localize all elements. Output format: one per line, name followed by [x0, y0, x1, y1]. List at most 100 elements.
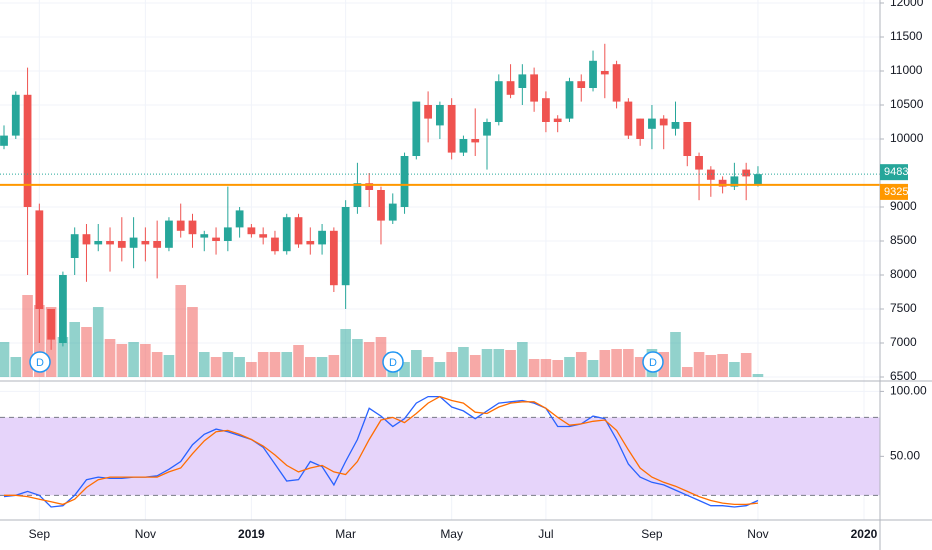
volume-bar — [375, 337, 387, 377]
y-tick-label: 6500 — [890, 369, 917, 383]
y-tick-label: 11500 — [890, 29, 923, 43]
candle-body — [59, 275, 67, 344]
candle-body — [188, 220, 197, 235]
volume-bar — [740, 353, 752, 377]
volume-bar — [634, 357, 646, 377]
volume-bar — [234, 357, 245, 377]
volume-bar — [304, 357, 316, 377]
volume-bar — [505, 350, 516, 377]
candle-body — [400, 155, 409, 208]
y-tick-label: 7000 — [890, 335, 917, 349]
candle-body — [271, 237, 279, 252]
volume-bar — [434, 362, 446, 377]
event-label: D — [649, 357, 657, 369]
volume-bar — [670, 332, 681, 377]
candle-body — [542, 98, 550, 122]
candle-body — [176, 220, 185, 231]
volume-bar — [222, 352, 234, 377]
candle-body — [23, 94, 32, 208]
candle-body — [82, 234, 91, 245]
y-tick-label: 11000 — [890, 63, 923, 77]
band-fill — [0, 417, 880, 496]
candle-body — [483, 121, 491, 136]
volume-bar — [469, 355, 481, 377]
volume-bar — [257, 352, 269, 377]
candle-body — [659, 118, 668, 126]
volume-bar — [92, 307, 104, 377]
candle-body — [282, 217, 291, 252]
candle-body — [11, 94, 20, 136]
volume-bar — [281, 352, 293, 377]
volume-bar — [293, 345, 304, 377]
candle-body — [648, 118, 656, 129]
candle-body — [706, 169, 715, 180]
candle-body — [494, 81, 503, 122]
candle-body — [624, 101, 633, 136]
candle-body — [223, 227, 232, 242]
volume-bar — [705, 355, 717, 377]
volume-bar — [564, 357, 575, 377]
volume-bar — [528, 359, 540, 377]
y-tick-label: 12000 — [890, 0, 924, 9]
volume-bar — [175, 285, 187, 377]
candle-body — [353, 183, 362, 208]
volume-bar — [363, 342, 375, 377]
candle-body — [435, 104, 444, 126]
volume-bar — [151, 352, 163, 377]
candle-body — [129, 237, 138, 248]
x-tick-label: Jul — [538, 527, 553, 541]
x-tick-label: Mar — [335, 527, 356, 541]
candle-body — [424, 104, 432, 119]
volume-bar — [104, 339, 116, 377]
candle-body — [471, 138, 480, 143]
candle-body — [318, 230, 326, 245]
volume-bar — [128, 342, 139, 377]
volume-bar — [422, 357, 434, 377]
band-layer — [0, 416, 880, 496]
volume-bar — [81, 327, 92, 377]
candle-layer — [0, 43, 880, 350]
candle-body — [412, 101, 421, 156]
volume-bar — [198, 352, 210, 377]
volume-bar — [116, 344, 128, 377]
volume-bar — [552, 360, 563, 377]
volume-bar — [693, 352, 705, 377]
y-tick-label: 100.00 — [890, 384, 927, 398]
level-label: 9325 — [884, 186, 908, 198]
candle-body — [742, 169, 751, 177]
candle-body — [165, 220, 173, 248]
y-tick-label: 9000 — [890, 199, 917, 213]
volume-bar — [681, 367, 693, 377]
candle-body — [94, 241, 103, 245]
candle-body — [459, 138, 468, 153]
candle-body — [70, 234, 79, 259]
volume-bar — [140, 344, 151, 377]
volume-bar — [623, 349, 634, 377]
candle-body — [117, 241, 126, 248]
volume-bar — [446, 352, 457, 377]
volume-bar — [210, 357, 222, 377]
volume-bar — [717, 354, 728, 377]
volume-bar — [22, 295, 33, 377]
candle-body — [247, 227, 256, 235]
volume-bar — [399, 362, 410, 377]
candle-body — [518, 74, 527, 88]
line-layer — [3, 395, 759, 508]
x-tick-label: Sep — [29, 527, 51, 541]
volume-bar — [729, 362, 740, 377]
volume-bar — [163, 355, 175, 377]
volume-bar — [599, 350, 611, 377]
candle-body — [329, 230, 338, 286]
candle-body — [589, 60, 597, 88]
candle-body — [106, 241, 114, 245]
volume-bar — [587, 360, 599, 377]
x-tick-label: 2020 — [851, 527, 878, 541]
candle-body — [341, 207, 350, 286]
candle-body — [577, 81, 586, 88]
candle-body — [553, 118, 562, 122]
y-tick-label: 8500 — [890, 233, 917, 247]
candle-body — [153, 241, 162, 248]
volume-bar — [187, 307, 198, 377]
volume-bar — [316, 357, 328, 377]
